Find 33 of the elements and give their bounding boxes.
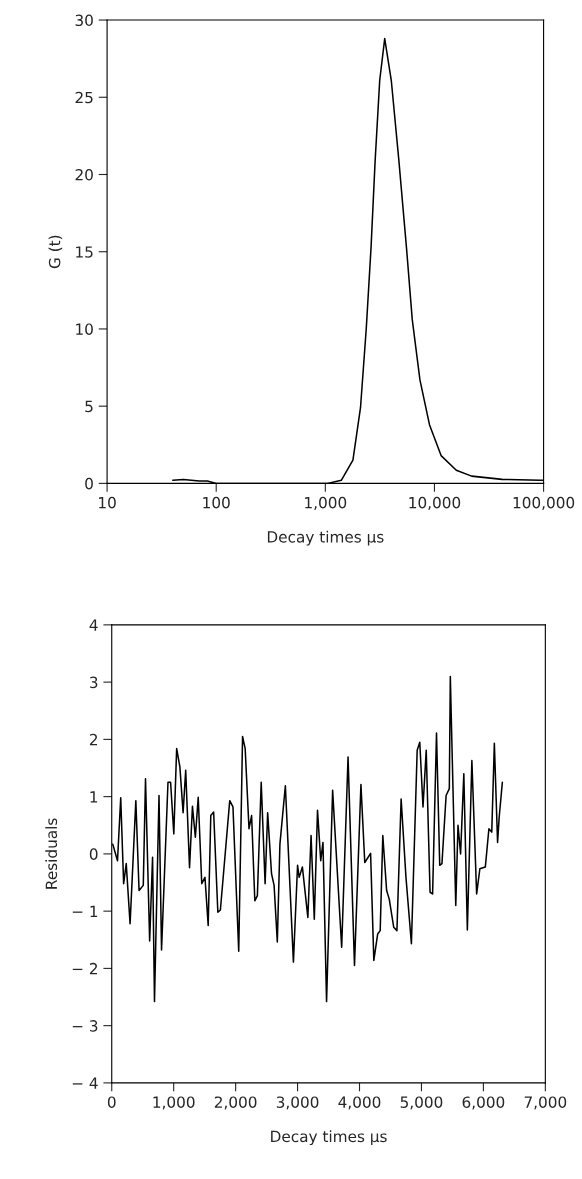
x-tick-label: 6,000 (462, 1096, 505, 1110)
x-tick-label: 10 (99, 496, 116, 509)
y-tick-label: − 4 (72, 1077, 98, 1089)
y-axis-title: G (t) (48, 235, 63, 269)
y-tick-label: − 2 (72, 962, 98, 975)
y-tick-label: 25 (75, 91, 93, 104)
x-tick-label: 7,000 (524, 1096, 567, 1110)
y-tick-label: 30 (75, 14, 93, 27)
x-tick-label: 100,000 (513, 496, 575, 510)
y-tick-label: 5 (85, 400, 93, 413)
x-tick-label: 10,000 (409, 496, 461, 510)
x-tick-label: 3,000 (276, 1096, 319, 1110)
x-tick-label: 1,000 (153, 1096, 195, 1110)
y-tick-label: 4 (89, 619, 98, 631)
y-tick-label: 0 (85, 477, 93, 490)
x-axis-title: Decay times μs (267, 530, 384, 546)
y-tick-label: 20 (75, 168, 93, 181)
y-tick-label: 0 (89, 848, 98, 860)
x-tick-label: 100 (203, 496, 230, 509)
x-axis-title: Decay times μs (271, 1130, 387, 1146)
x-tick-label: 4,000 (338, 1096, 381, 1110)
y-tick-label: 15 (76, 246, 93, 258)
y-tick-label: − 1 (72, 905, 98, 917)
y-tick-label: 1 (90, 791, 98, 803)
y-tick-label: 10 (76, 323, 93, 335)
x-tick-label: 1,000 (305, 496, 347, 510)
y-tick-label: − 3 (72, 1020, 98, 1032)
y-tick-label: 2 (89, 733, 98, 746)
y-tick-label: 3 (89, 676, 98, 689)
x-tick-label: 0 (107, 1096, 116, 1108)
y-axis-title: Residuals (45, 818, 58, 889)
x-tick-label: 2,000 (214, 1096, 257, 1110)
x-tick-label: 5,000 (400, 1096, 443, 1110)
